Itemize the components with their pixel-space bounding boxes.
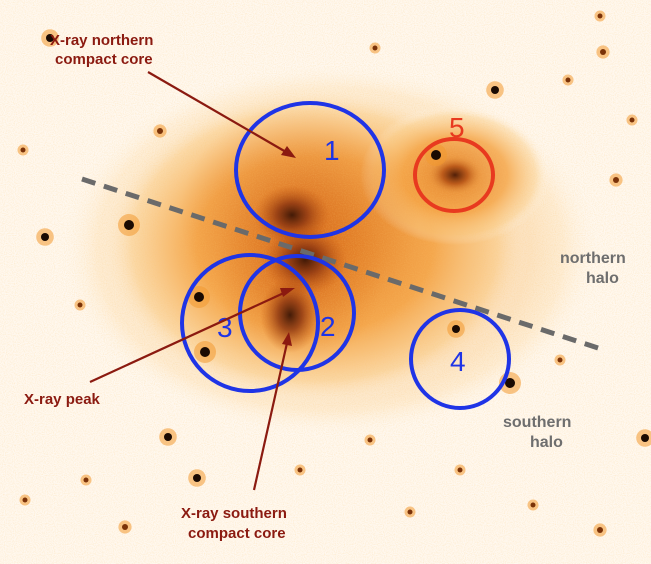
northern-core-label-line2: compact core — [55, 51, 153, 68]
southern-core-label-line2: compact core — [188, 525, 286, 542]
regions: 1 2 3 4 5 — [180, 101, 511, 410]
point-source — [641, 434, 649, 442]
point-source — [600, 49, 606, 55]
point-source — [46, 34, 54, 42]
northern-halo-label-line2: halo — [586, 270, 619, 287]
northern-core-label-line1: X-ray northern — [50, 32, 153, 49]
point-source — [77, 302, 83, 308]
region-5-circle — [413, 137, 495, 213]
region-3-circle — [180, 253, 320, 393]
point-sources — [17, 10, 651, 537]
region-4-circle — [409, 308, 511, 410]
northern-halo-label-line1: northern — [560, 250, 626, 267]
annotation-arrows — [89, 71, 296, 491]
point-source — [452, 325, 460, 333]
point-source — [367, 437, 373, 443]
point-source — [557, 357, 563, 363]
point-source — [431, 150, 441, 160]
point-source — [193, 474, 201, 482]
point-source — [530, 502, 536, 508]
peak-label: X-ray peak — [24, 391, 101, 408]
southern-core-label-line1: X-ray southern — [181, 505, 287, 522]
point-source — [122, 524, 128, 530]
peak-arrowhead — [280, 288, 295, 297]
region-1-circle — [234, 101, 386, 239]
point-source — [407, 509, 413, 515]
southern-core-arrowhead — [282, 332, 292, 346]
region-5-label: 5 — [449, 112, 465, 143]
point-source — [194, 292, 204, 302]
point-source — [457, 467, 463, 473]
northern-core-arrowhead — [281, 146, 296, 158]
point-source — [491, 86, 499, 94]
point-source — [200, 347, 210, 357]
point-source — [597, 13, 603, 19]
point-source — [372, 45, 378, 51]
point-source — [565, 77, 571, 83]
point-source — [629, 117, 635, 123]
point-source — [20, 147, 26, 153]
peak-arrow — [89, 291, 287, 383]
point-source — [124, 220, 134, 230]
region5-blob — [427, 155, 483, 195]
northern-core-arrow — [147, 71, 287, 153]
point-source — [505, 378, 515, 388]
region-3-label: 3 — [217, 312, 233, 343]
point-source — [83, 477, 89, 483]
central-bright-blob — [263, 225, 347, 295]
point-source — [157, 128, 163, 134]
southern-core-arrow — [252, 342, 289, 491]
region-4-label: 4 — [450, 346, 466, 377]
point-source — [297, 467, 303, 473]
region-1-label: 1 — [324, 135, 340, 166]
southern-halo-label-line1: southern — [503, 414, 571, 431]
point-source — [41, 233, 49, 241]
point-source — [22, 497, 28, 503]
point-source — [597, 527, 603, 533]
point-source — [613, 177, 619, 183]
point-source — [164, 433, 172, 441]
southern-halo-label-line2: halo — [530, 434, 563, 451]
region-2-label: 2 — [320, 311, 336, 342]
